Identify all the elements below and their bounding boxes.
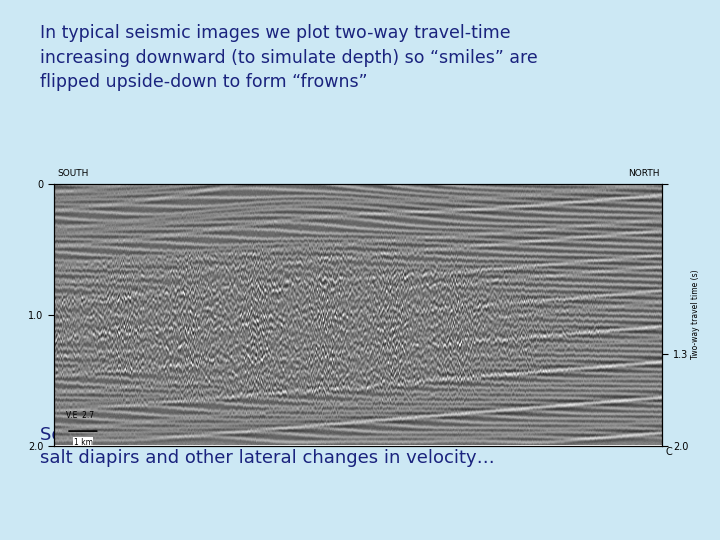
Y-axis label: Two-way travel time (s): Two-way travel time (s)	[691, 270, 700, 359]
Text: So these can be a diagnostic tool to help recognize faults,
salt diapirs and oth: So these can be a diagnostic tool to hel…	[40, 426, 563, 467]
Text: 1 km: 1 km	[73, 437, 93, 447]
Text: V.E  2.7: V.E 2.7	[66, 411, 94, 421]
Text: NORTH: NORTH	[628, 169, 660, 178]
Text: C: C	[665, 447, 672, 457]
Text: SOUTH: SOUTH	[57, 169, 89, 178]
Text: In typical seismic images we plot two-way travel-time
increasing downward (to si: In typical seismic images we plot two-wa…	[40, 24, 537, 91]
